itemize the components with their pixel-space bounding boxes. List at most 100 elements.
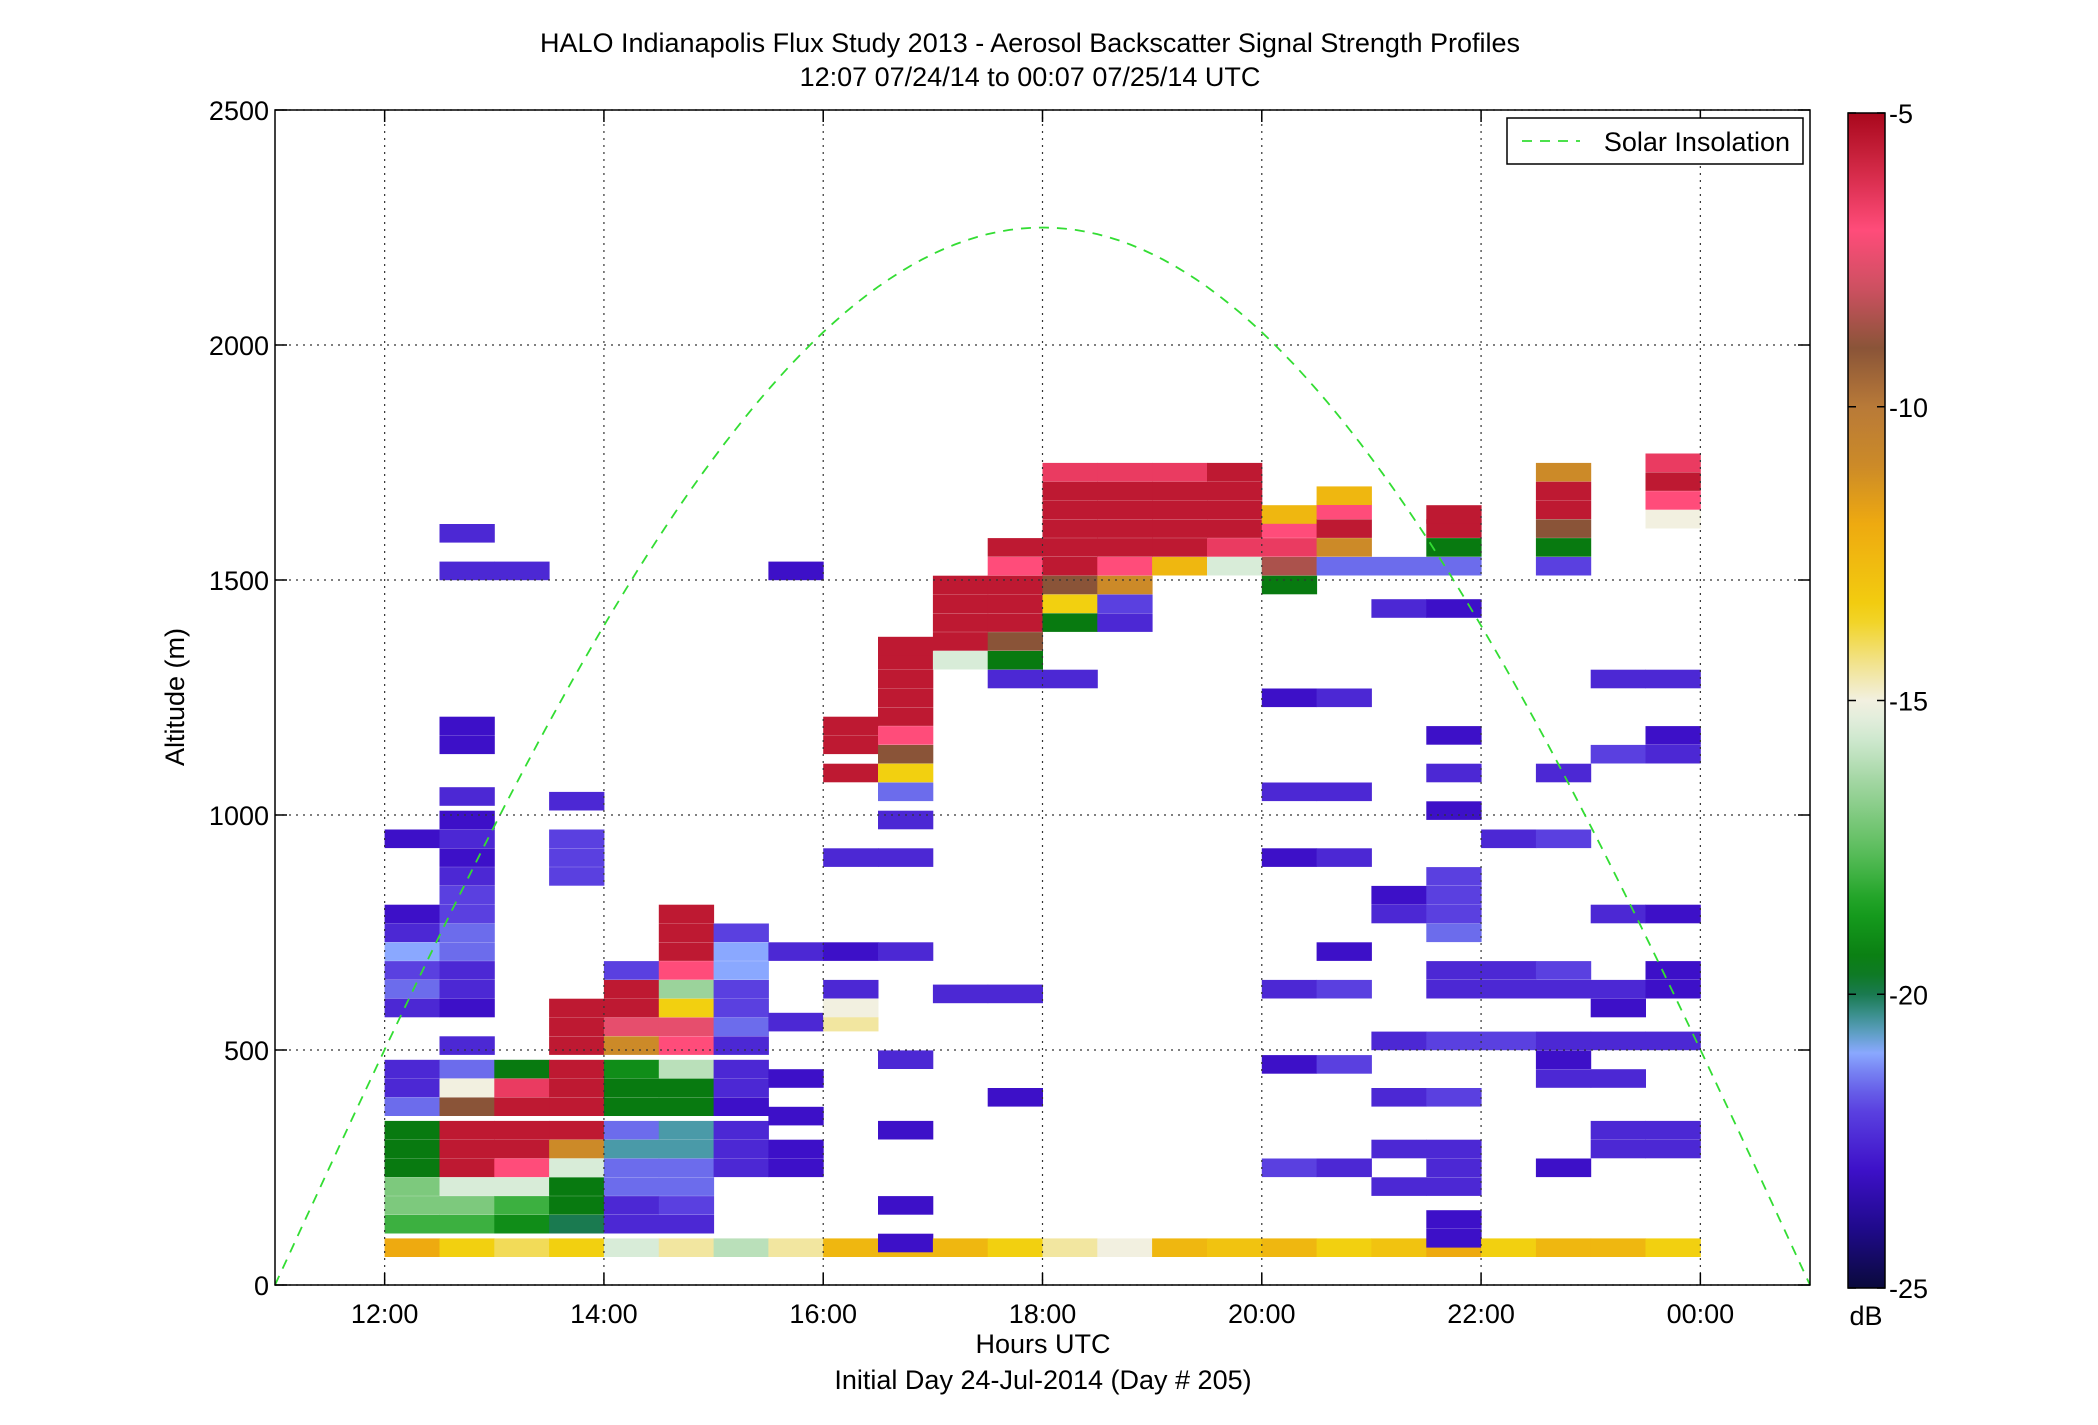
heatmap-cell bbox=[1481, 829, 1537, 849]
heatmap-cell bbox=[1371, 1238, 1427, 1257]
heatmap-cell bbox=[1207, 462, 1263, 482]
heatmap-cell bbox=[768, 1069, 824, 1088]
heatmap-cell bbox=[1535, 500, 1592, 520]
heatmap-cell bbox=[878, 650, 934, 670]
heatmap-cell bbox=[1261, 519, 1318, 538]
heatmap-cell bbox=[878, 669, 934, 689]
heatmap-cell bbox=[932, 575, 989, 595]
heatmap-cell bbox=[878, 848, 934, 867]
heatmap-cell bbox=[878, 942, 934, 961]
heatmap-cell bbox=[1535, 979, 1592, 999]
heatmap-cell bbox=[439, 1059, 495, 1079]
heatmap-cell bbox=[1426, 904, 1482, 924]
heatmap-cell bbox=[658, 923, 715, 943]
heatmap-cell bbox=[1261, 575, 1318, 595]
heatmap-cell bbox=[658, 1059, 715, 1079]
heatmap-cell bbox=[1535, 538, 1592, 557]
heatmap-cell bbox=[1481, 1238, 1537, 1257]
x-axis-sublabel: Initial Day 24-Jul-2014 (Day # 205) bbox=[834, 1365, 1251, 1395]
heatmap-cell bbox=[439, 1196, 495, 1215]
heatmap-cell bbox=[549, 829, 605, 849]
heatmap-cell bbox=[1371, 904, 1427, 924]
heatmap-cell bbox=[1590, 1139, 1646, 1159]
heatmap-cell bbox=[1426, 538, 1482, 557]
heatmap-cell bbox=[1590, 669, 1646, 689]
heatmap-cell bbox=[494, 1097, 550, 1116]
heatmap-cell bbox=[1371, 1139, 1427, 1159]
heatmap-cell bbox=[439, 942, 495, 961]
heatmap-cell bbox=[1590, 1069, 1646, 1088]
heatmap-cell bbox=[1261, 505, 1318, 524]
heatmap-cell bbox=[1371, 1031, 1427, 1051]
heatmap-cell bbox=[823, 1012, 879, 1032]
legend-box bbox=[1506, 117, 1804, 165]
heatmap-cell bbox=[713, 1120, 769, 1140]
heatmap-cell bbox=[713, 1158, 769, 1178]
heatmap-cell bbox=[549, 791, 605, 811]
heatmap-cell bbox=[1426, 519, 1482, 538]
heatmap-cell bbox=[1535, 1050, 1592, 1069]
chart-subtitle: 12:07 07/24/14 to 00:07 07/25/14 UTC bbox=[800, 62, 1261, 92]
heatmap-cell bbox=[494, 1238, 550, 1257]
heatmap-cell bbox=[384, 961, 440, 980]
heatmap-cell bbox=[1645, 1139, 1701, 1159]
heatmap-cell bbox=[1316, 519, 1372, 538]
heatmap-cell bbox=[1261, 848, 1318, 867]
heatmap-cell bbox=[932, 1238, 989, 1257]
heatmap-cell bbox=[987, 613, 1043, 632]
heatmap-cell bbox=[439, 1177, 495, 1196]
heatmap-cell bbox=[494, 1196, 550, 1215]
heatmap-cell bbox=[878, 810, 934, 830]
heatmap-cell bbox=[1152, 1238, 1208, 1257]
heatmap-cell bbox=[1261, 1055, 1318, 1074]
heatmap-cell bbox=[1426, 1139, 1482, 1159]
heatmap-cell bbox=[1042, 575, 1098, 595]
heatmap-cell bbox=[549, 998, 605, 1018]
heatmap-cell bbox=[1590, 998, 1646, 1018]
heatmap-cell bbox=[932, 594, 989, 614]
heatmap-cell bbox=[1645, 961, 1701, 980]
heatmap-cell bbox=[987, 575, 1043, 595]
heatmap-cell bbox=[384, 942, 440, 961]
heatmap-cell bbox=[1152, 481, 1208, 501]
heatmap-cell bbox=[439, 561, 495, 581]
heatmap-cell bbox=[1535, 519, 1592, 538]
heatmap-cell bbox=[713, 942, 769, 961]
heatmap-cell bbox=[1371, 1177, 1427, 1196]
heatmap-cell bbox=[1152, 556, 1208, 576]
heatmap-cell bbox=[1590, 1031, 1646, 1051]
heatmap-cell bbox=[1316, 556, 1372, 576]
plot-area: 12:00 14:00 16:00 18:00 20:00 22:00 00:00 0 500 1… bbox=[209, 96, 1811, 1329]
heatmap-cell bbox=[1645, 744, 1701, 764]
heatmap-cell bbox=[549, 1036, 605, 1055]
heatmap-cell bbox=[658, 1017, 715, 1037]
legend: Solar Insolation bbox=[1506, 117, 1804, 165]
heatmap-cell bbox=[439, 1238, 495, 1257]
heatmap-cell bbox=[1645, 904, 1701, 924]
heatmap-cell bbox=[1097, 575, 1153, 595]
heatmap-cell bbox=[439, 867, 495, 886]
heatmap-cell bbox=[768, 1106, 824, 1126]
heatmap-cell bbox=[1261, 538, 1318, 557]
heatmap-cell bbox=[494, 1177, 550, 1196]
y-tick-label: 500 bbox=[224, 1036, 269, 1066]
heatmap-cell bbox=[1207, 519, 1263, 538]
heatmap-cell bbox=[1535, 1158, 1592, 1178]
legend-label: Solar Insolation bbox=[1604, 127, 1790, 157]
heatmap-cell bbox=[384, 979, 440, 999]
heatmap-cell bbox=[1426, 763, 1482, 783]
heatmap-cell bbox=[384, 1097, 440, 1116]
heatmap-cell bbox=[1042, 669, 1098, 689]
heatmap-cell bbox=[823, 1238, 879, 1257]
heatmap-cell bbox=[494, 1158, 550, 1178]
heatmap-cell bbox=[1316, 486, 1372, 505]
heatmap-cell bbox=[658, 942, 715, 961]
heatmap-cell bbox=[987, 594, 1043, 614]
heatmap-cell bbox=[1042, 519, 1098, 538]
heatmap-cell bbox=[658, 1078, 715, 1098]
heatmap-cell bbox=[439, 735, 495, 755]
heatmap-cell bbox=[713, 979, 769, 999]
heatmap-cell bbox=[549, 1097, 605, 1116]
heatmap-cell bbox=[1097, 613, 1153, 632]
heatmap-cell bbox=[1207, 500, 1263, 520]
